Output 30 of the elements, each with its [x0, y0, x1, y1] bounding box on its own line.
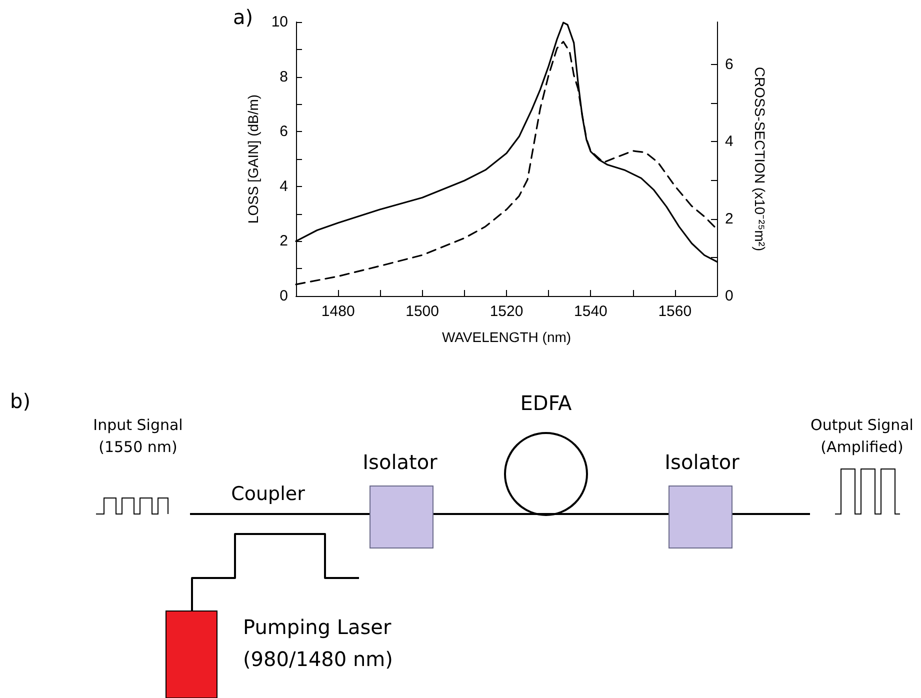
y2-axis-title: CROSS-SECTION (x10⁻²⁵m²) [752, 66, 768, 252]
text: Input Signal [93, 416, 183, 434]
text: (1550 nm) [98, 438, 178, 456]
x-tick-label: 1560 [658, 303, 692, 320]
y-tick-label: 10 [271, 14, 288, 30]
text: Pumping Laser [243, 615, 392, 639]
y-axis-title: LOSS [GAIN] (dB/m) [245, 94, 261, 224]
y2-tick-label: 0 [725, 288, 734, 304]
x-tick-label: 1540 [574, 303, 608, 320]
x-tick-label: 1500 [406, 303, 439, 320]
text: (980/1480 nm) [243, 647, 393, 671]
text: Isolator [664, 450, 740, 474]
y-tick-label: 4 [280, 178, 288, 195]
y-tick-label: 8 [280, 68, 288, 86]
chart-title: a) [233, 5, 254, 29]
text: Coupler [231, 483, 306, 505]
y2-tick-label: 6 [725, 56, 734, 73]
y-tick-label: 0 [280, 288, 288, 304]
y-tick-label: 6 [280, 123, 288, 140]
text: EDFA [520, 391, 572, 415]
text: (Amplified) [820, 438, 904, 456]
text: Isolator [362, 450, 438, 474]
y2-tick-label: 4 [725, 133, 734, 150]
text: b) [10, 389, 30, 413]
x-tick-label: 1520 [490, 303, 524, 320]
x-axis-title: WAVELENGTH (nm) [442, 329, 572, 345]
x-tick-label: 1480 [321, 303, 355, 320]
y-tick-label: 2 [280, 232, 288, 250]
text: Output Signal [810, 416, 914, 434]
y2-tick-label: 2 [725, 210, 734, 228]
